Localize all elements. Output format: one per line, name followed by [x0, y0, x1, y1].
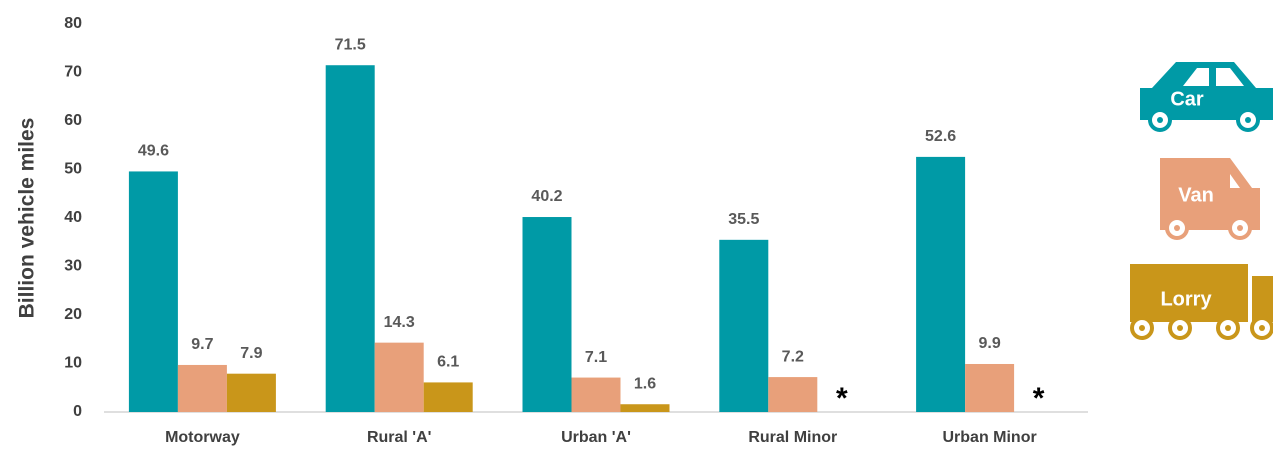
bar [719, 239, 769, 412]
lorry-cab [1252, 276, 1273, 322]
hub [1177, 325, 1183, 331]
bar [768, 377, 818, 412]
y-tick-label: 80 [64, 15, 82, 32]
value-label: 9.9 [978, 335, 1000, 352]
y-axis-label: Billion vehicle miles [16, 118, 39, 319]
value-label: 40.2 [531, 188, 562, 205]
y-tick-label: 50 [64, 161, 82, 178]
hub [1245, 117, 1251, 123]
car-window [1183, 68, 1244, 86]
bar [128, 171, 178, 412]
value-label: 9.7 [191, 336, 213, 353]
value-label: * [836, 382, 848, 415]
lorry-icon [1130, 264, 1248, 322]
hub [1259, 325, 1265, 331]
y-tick-label: 60 [64, 112, 82, 129]
value-label: 6.1 [437, 354, 459, 371]
x-tick-label: Urban 'A' [561, 429, 631, 446]
bar [571, 377, 621, 412]
bar [374, 342, 424, 412]
bar [965, 363, 1015, 412]
legend-item: Lorry [1130, 264, 1273, 340]
y-tick-label: 70 [64, 64, 82, 81]
x-tick-label: Rural 'A' [367, 429, 432, 446]
hub [1157, 117, 1163, 123]
van-icon [1160, 158, 1260, 230]
legend-label: Car [1170, 88, 1204, 110]
hub [1237, 225, 1243, 231]
y-tick-label: 40 [64, 209, 82, 226]
bar [226, 373, 276, 412]
value-label: 52.6 [925, 128, 956, 145]
legend-label: Van [1178, 184, 1214, 206]
hub [1225, 325, 1231, 331]
legend-item: Car [1140, 62, 1273, 132]
bar [325, 65, 375, 412]
value-label: 71.5 [335, 36, 366, 53]
bar [916, 156, 966, 412]
value-label: 1.6 [634, 375, 656, 392]
value-label: 7.1 [585, 349, 607, 366]
hub [1174, 225, 1180, 231]
value-label: 7.9 [240, 345, 262, 362]
y-tick-label: 20 [64, 306, 82, 323]
bar [620, 404, 670, 412]
value-label: 49.6 [138, 143, 169, 160]
x-tick-label: Rural Minor [748, 429, 837, 446]
hub [1139, 325, 1145, 331]
value-label: 35.5 [728, 211, 759, 228]
value-label: * [1033, 382, 1045, 415]
car-icon [1140, 62, 1273, 120]
legend-label: Lorry [1160, 288, 1212, 310]
x-tick-label: Urban Minor [942, 429, 1036, 446]
van-window [1230, 174, 1240, 188]
value-label: 14.3 [384, 314, 415, 331]
bar [177, 364, 227, 412]
bar [522, 217, 572, 412]
y-tick-label: 0 [73, 403, 82, 420]
y-tick-label: 10 [64, 355, 82, 372]
legend-item: Van [1160, 158, 1260, 240]
y-tick-label: 30 [64, 258, 82, 275]
bar [423, 382, 473, 412]
x-tick-label: Motorway [165, 429, 240, 446]
value-label: 7.2 [782, 348, 804, 365]
